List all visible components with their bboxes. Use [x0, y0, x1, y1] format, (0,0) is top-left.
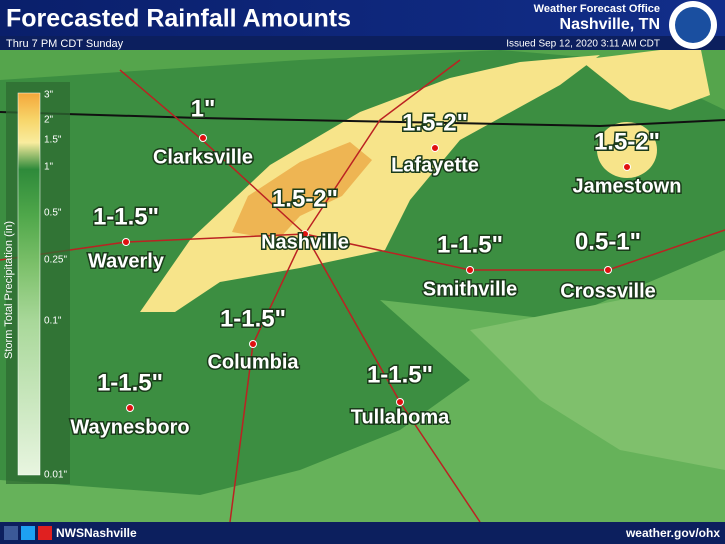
city-marker: [604, 266, 612, 274]
rainfall-amount: 1-1.5": [220, 305, 286, 332]
legend-label: 0.25": [44, 255, 67, 266]
city-name: Clarksville: [153, 146, 253, 168]
legend-label: 1.5": [44, 135, 62, 146]
map: [0, 45, 725, 523]
legend-label: 0.5": [44, 208, 62, 219]
city-name: Waynesboro: [70, 416, 189, 438]
city-marker: [466, 266, 474, 274]
rainfall-amount: 1.5-2": [402, 109, 468, 136]
legend-label: 1": [44, 162, 54, 173]
city-name: Jamestown: [573, 175, 682, 197]
twitter-icon[interactable]: [21, 526, 35, 540]
city-name: Tullahoma: [351, 406, 450, 428]
city-marker: [431, 144, 439, 152]
legend-title: Storm Total Precipitation (in): [3, 221, 15, 359]
city-marker: [396, 398, 404, 406]
title: Forecasted Rainfall Amounts: [6, 5, 351, 33]
city-marker: [301, 230, 309, 238]
city-name: Lafayette: [391, 154, 479, 176]
rainfall-amount: 1-1.5": [367, 361, 433, 388]
legend-label: 0.1": [44, 316, 62, 327]
rainfall-amount: 0.5-1": [575, 228, 641, 255]
facebook-icon[interactable]: [4, 526, 18, 540]
legend-label: 0.01": [44, 470, 67, 481]
office: Weather Forecast Office: [534, 3, 660, 15]
city-marker: [122, 238, 130, 246]
rainfall-amount: 1-1.5": [93, 203, 159, 230]
social-handle: NWSNashville: [56, 526, 137, 540]
website[interactable]: weather.gov/ohx: [625, 526, 720, 540]
city-marker: [623, 163, 631, 171]
rainfall-amount: 1.5-2": [594, 128, 660, 155]
city-marker: [126, 404, 134, 412]
city-marker: [199, 134, 207, 142]
youtube-icon[interactable]: [38, 526, 52, 540]
city-name: Nashville: [261, 231, 349, 253]
office-location: Nashville, TN: [560, 16, 660, 33]
city-name: Waverly: [88, 250, 165, 272]
city-marker: [249, 340, 257, 348]
city-name: Smithville: [423, 278, 517, 300]
city-name: Columbia: [207, 351, 299, 373]
city-name: Crossville: [560, 280, 656, 302]
legend-label: 3": [44, 90, 54, 101]
issued: Issued Sep 12, 2020 3:11 AM CDT: [506, 39, 660, 50]
rainfall-amount: 1-1.5": [97, 369, 163, 396]
subtitle: Thru 7 PM CDT Sunday: [6, 38, 124, 50]
rainfall-amount: 1.5-2": [272, 185, 338, 212]
rainfall-amount: 1-1.5": [437, 231, 503, 258]
legend: Storm Total Precipitation (in) 3" 2" 1.5" 1…: [3, 82, 70, 484]
legend-label: 2": [44, 115, 54, 126]
rainfall-amount: 1": [191, 95, 216, 122]
